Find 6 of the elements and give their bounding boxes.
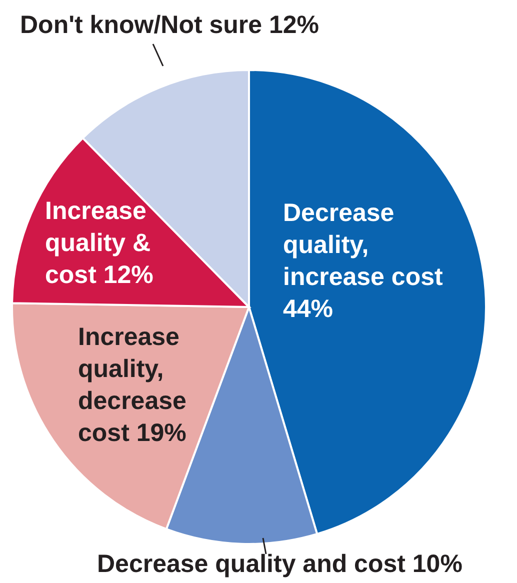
slice-label: Increase quality & cost 12% xyxy=(45,197,154,289)
slice-label: Increase quality, decrease cost 19% xyxy=(78,323,187,447)
slice-label: Don't know/Not sure 12% xyxy=(20,11,320,39)
slice-label: Decrease quality, increase cost xyxy=(283,199,444,291)
slice-label: Decrease quality and cost 10% xyxy=(97,550,462,578)
data-label: 44% xyxy=(283,295,334,323)
